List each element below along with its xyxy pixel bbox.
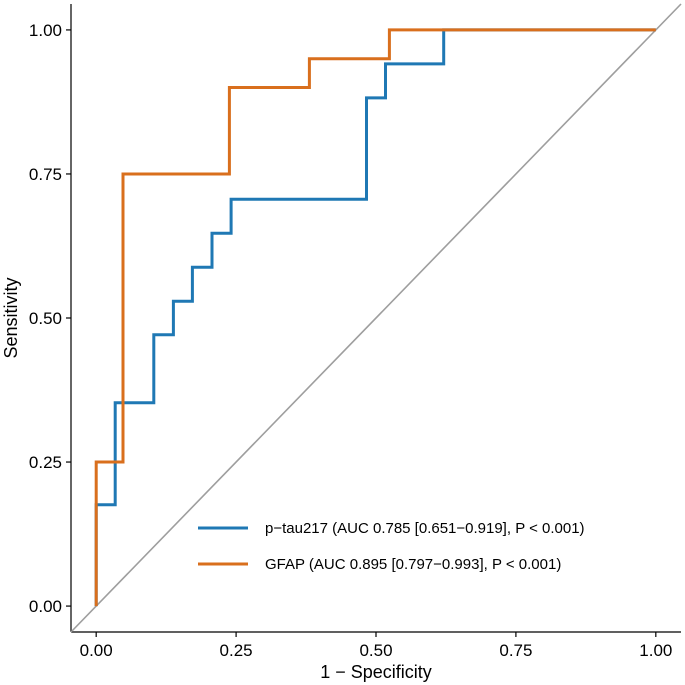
x-tick-label: 0.75: [499, 641, 532, 660]
legend-label-p-tau217: p−tau217 (AUC 0.785 [0.651−0.919], P < 0…: [265, 520, 585, 537]
x-tick-label: 0.25: [220, 641, 253, 660]
y-tick-label: 0.25: [29, 453, 62, 472]
y-tick-label: 0.50: [29, 309, 62, 328]
x-tick-label: 0.00: [80, 641, 113, 660]
x-tick-label: 0.50: [359, 641, 392, 660]
roc-curve-p-tau217: [94, 28, 656, 607]
y-tick-label: 1.00: [29, 21, 62, 40]
legend-label-gfap: GFAP (AUC 0.895 [0.797−0.993], P < 0.001…: [265, 556, 561, 573]
x-tick-label: 1.00: [639, 641, 672, 660]
y-tick-label: 0.00: [29, 597, 62, 616]
reference-diagonal-line: [70, 3, 682, 633]
ticks: 0.00 0.25 0.50 0.75 1.00 0.00 0.25 0.50 0.75 1.00: [29, 21, 672, 660]
x-axis-title: 1 − Specificity: [320, 662, 432, 682]
plot-area: [70, 3, 682, 633]
roc-curve-gfap: [94, 28, 656, 607]
y-axis-title: Sensitivity: [1, 277, 21, 358]
y-tick-label: 0.75: [29, 165, 62, 184]
legend: p−tau217 (AUC 0.785 [0.651−0.919], P < 0…: [198, 520, 585, 573]
